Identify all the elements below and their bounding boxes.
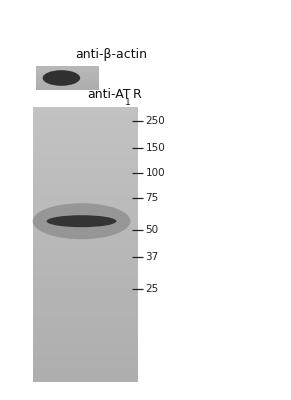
Text: R: R — [132, 88, 141, 101]
Text: anti-β-actin: anti-β-actin — [76, 48, 148, 61]
Text: 1: 1 — [125, 98, 130, 107]
Text: 250: 250 — [146, 116, 165, 126]
Text: 150: 150 — [146, 143, 165, 153]
Text: 37: 37 — [146, 252, 159, 262]
Text: 50: 50 — [146, 225, 159, 235]
Ellipse shape — [43, 70, 80, 86]
Text: anti-AT: anti-AT — [87, 88, 131, 101]
Ellipse shape — [33, 203, 130, 239]
Text: 25: 25 — [146, 284, 159, 294]
Text: 75: 75 — [146, 194, 159, 204]
Text: 100: 100 — [146, 168, 165, 178]
Ellipse shape — [47, 215, 116, 227]
